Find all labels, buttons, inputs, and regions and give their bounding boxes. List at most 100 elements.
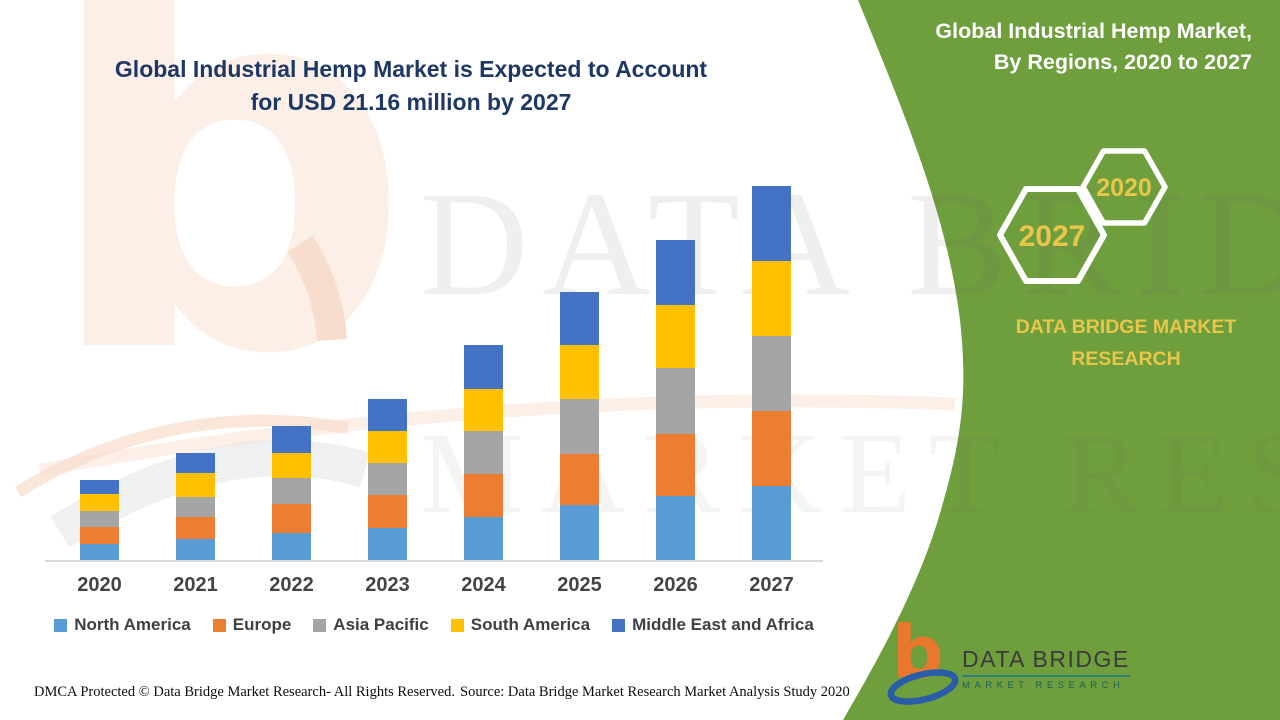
- bar-segment-asia-pacific-2026: [656, 367, 695, 434]
- brand-text-line1: DATA BRIDGE MARKET: [1015, 316, 1237, 338]
- x-axis-label-2024: 2024: [461, 574, 506, 596]
- hexagon-2020-icon: [1080, 148, 1168, 226]
- bar-segment-north-america-2025: [560, 504, 599, 560]
- bar-segment-middle-east-and-africa-2021: [176, 452, 215, 474]
- stacked-bar-2025: [560, 292, 599, 560]
- bar-segment-south-america-2027: [752, 261, 791, 336]
- legend-item-europe: Europe: [212, 615, 292, 635]
- stacked-bar-2023: [368, 398, 407, 560]
- legend: North America Europe Asia Pacific South Ame…: [45, 615, 823, 635]
- panel-title-line1: Global Industrial Hemp Market,: [935, 19, 1252, 43]
- bar-segment-europe-2026: [656, 433, 695, 496]
- legend-swatch-middle-east-and-africa: [612, 618, 626, 632]
- bar-segment-north-america-2020: [80, 543, 119, 560]
- bar-segment-europe-2020: [80, 526, 119, 544]
- bar-segment-asia-pacific-2023: [368, 463, 407, 495]
- stacked-bar-2024: [464, 345, 503, 560]
- bar-segment-europe-2022: [272, 504, 311, 533]
- panel-title: Global Industrial Hemp Market, By Region…: [935, 16, 1252, 78]
- bar-segment-asia-pacific-2027: [752, 335, 791, 411]
- bar-segment-south-america-2025: [560, 344, 599, 400]
- bar-segment-south-america-2020: [80, 493, 119, 512]
- logo-name: DATA BRIDGE: [962, 646, 1130, 672]
- bar-segment-middle-east-and-africa-2020: [80, 479, 119, 494]
- watermark-logo-b-icon: b: [40, 0, 413, 468]
- legend-label-asia-pacific: Asia Pacific: [333, 615, 429, 634]
- legend-item-middle-east-and-africa: Middle East and Africa: [612, 615, 814, 635]
- footer-dmca: DMCA Protected © Data Bridge Market Rese…: [34, 684, 455, 700]
- bar-segment-asia-pacific-2025: [560, 399, 599, 455]
- hexagon-2027-icon: [997, 186, 1107, 284]
- logo-rule: [962, 675, 1130, 677]
- hexagon-2027-label: 2027: [1019, 220, 1086, 253]
- legend-swatch-europe: [212, 618, 226, 632]
- dbmr-logo: b DATA BRIDGE MARKET RESEARCH: [886, 616, 1130, 705]
- x-axis-label-2022: 2022: [269, 574, 314, 596]
- legend-swatch-south-america: [450, 618, 464, 632]
- legend-label-middle-east-and-africa: Middle East and Africa: [632, 615, 814, 634]
- bar-segment-north-america-2024: [464, 517, 503, 560]
- bar-segment-north-america-2027: [752, 485, 791, 560]
- bar-segment-north-america-2026: [656, 496, 695, 560]
- stacked-bar-2026: [656, 240, 695, 560]
- bar-segment-south-america-2026: [656, 304, 695, 368]
- x-axis-label-2025: 2025: [557, 574, 602, 596]
- legend-item-north-america: North America: [54, 615, 191, 635]
- bar-segment-europe-2021: [176, 516, 215, 539]
- hexagon-badges: 2027 2020: [997, 148, 1168, 284]
- bar-segment-europe-2023: [368, 494, 407, 529]
- bar-segment-asia-pacific-2020: [80, 511, 119, 527]
- page-title-line1: Global Industrial Hemp Market is Expecte…: [114, 56, 708, 82]
- legend-label-europe: Europe: [232, 615, 292, 634]
- bar-segment-europe-2024: [464, 474, 503, 518]
- bar-segment-asia-pacific-2024: [464, 430, 503, 475]
- stacked-bar-2021: [176, 452, 215, 560]
- bar-segment-europe-2027: [752, 410, 791, 486]
- brand-text-line2: RESEARCH: [1071, 347, 1181, 370]
- bar-segment-middle-east-and-africa-2023: [368, 398, 407, 431]
- legend-swatch-north-america: [54, 618, 68, 632]
- bar-segment-asia-pacific-2022: [272, 478, 311, 505]
- page-title: Global Industrial Hemp Market is Expecte…: [58, 53, 764, 119]
- bar-segment-europe-2025: [560, 454, 599, 505]
- bar-segment-south-america-2023: [368, 430, 407, 464]
- bar-segment-north-america-2022: [272, 533, 311, 560]
- bar-segment-middle-east-and-africa-2024: [464, 345, 503, 390]
- x-axis-label-2027: 2027: [749, 574, 794, 596]
- x-axis-label-2021: 2021: [173, 574, 218, 596]
- x-axis-label-2020: 2020: [77, 574, 122, 596]
- bar-segment-south-america-2022: [272, 452, 311, 479]
- stacked-bar-2022: [272, 425, 311, 560]
- x-axis-label-2026: 2026: [653, 574, 698, 596]
- legend-item-asia-pacific: Asia Pacific: [313, 615, 429, 635]
- x-axis-line: [45, 560, 823, 562]
- legend-label-north-america: North America: [74, 615, 191, 634]
- bar-segment-south-america-2021: [176, 473, 215, 497]
- bar-segment-asia-pacific-2021: [176, 496, 215, 517]
- hexagon-2020-label: 2020: [1096, 174, 1152, 202]
- legend-item-south-america: South America: [450, 615, 591, 635]
- bar-segment-middle-east-and-africa-2022: [272, 425, 311, 453]
- bar-segment-north-america-2021: [176, 539, 215, 560]
- footer-source: Source: Data Bridge Market Research Mark…: [460, 684, 850, 700]
- dbmr-logo-glyph: b: [886, 616, 959, 705]
- x-axis-label-2023: 2023: [365, 574, 410, 596]
- bar-segment-middle-east-and-africa-2026: [656, 240, 695, 305]
- legend-swatch-asia-pacific: [313, 618, 327, 632]
- logo-subtitle: MARKET RESEARCH: [962, 680, 1125, 691]
- panel-title-line2: By Regions, 2020 to 2027: [993, 50, 1252, 74]
- bar-segment-middle-east-and-africa-2025: [560, 292, 599, 345]
- brand-text: DATA BRIDGE MARKET RESEARCH: [988, 312, 1264, 375]
- page-title-line2: for USD 21.16 million by 2027: [250, 89, 572, 115]
- logo-text: DATA BRIDGE MARKET RESEARCH: [962, 646, 1130, 691]
- legend-label-south-america: South America: [470, 615, 591, 634]
- bar-segment-south-america-2024: [464, 389, 503, 431]
- stacked-bar-2020: [80, 479, 119, 560]
- bar-segment-middle-east-and-africa-2027: [752, 186, 791, 262]
- stacked-bar-2027: [752, 186, 791, 560]
- bar-segment-north-america-2023: [368, 528, 407, 560]
- logo-swoosh-icon: [887, 669, 959, 705]
